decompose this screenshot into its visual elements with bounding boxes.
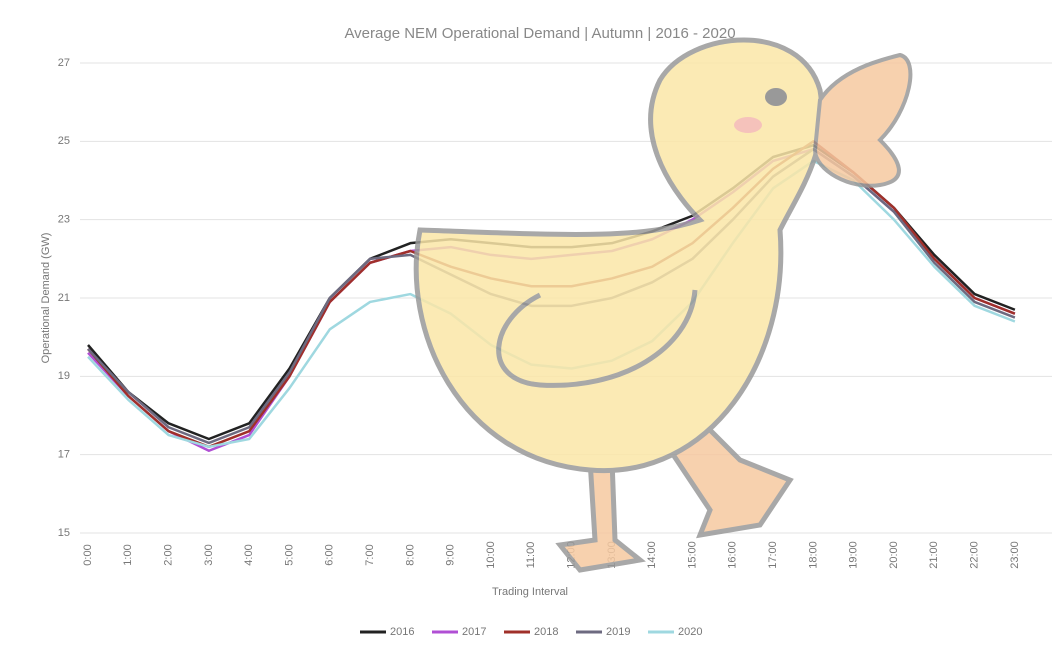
y-tick-label: 27 (58, 57, 70, 69)
x-tick-label: 19:00 (848, 541, 860, 569)
x-tick-label: 5:00 (283, 544, 295, 565)
y-axis-label: Operational Demand (GW) (40, 233, 52, 364)
y-tick-label: 19 (58, 370, 70, 382)
x-tick-label: 7:00 (364, 544, 376, 565)
legend-label: 2019 (606, 626, 630, 638)
duck-body (413, 37, 825, 474)
x-tick-label: 0:00 (82, 544, 94, 565)
y-tick-label: 25 (58, 135, 70, 147)
duck-illustration (413, 37, 913, 573)
duck-beak (812, 52, 913, 188)
x-tick-label: 10:00 (485, 541, 497, 569)
y-tick-label: 17 (58, 449, 70, 461)
x-tick-label: 23:00 (1009, 541, 1021, 569)
x-axis-label: Trading Interval (492, 586, 568, 598)
x-tick-label: 16:00 (727, 541, 739, 569)
x-tick-label: 1:00 (122, 544, 134, 565)
y-tick-label: 23 (58, 214, 70, 226)
x-tick-label: 9:00 (445, 544, 457, 565)
x-tick-label: 22:00 (969, 541, 981, 569)
legend-label: 2016 (390, 626, 414, 638)
duck-eye (765, 88, 787, 106)
x-tick-label: 8:00 (404, 544, 416, 565)
legend-label: 2018 (534, 626, 558, 638)
x-tick-label: 2:00 (163, 544, 175, 565)
chart-title: Average NEM Operational Demand | Autumn … (344, 25, 735, 42)
x-tick-label: 17:00 (767, 541, 779, 569)
x-tick-label: 18:00 (807, 541, 819, 569)
x-tick-label: 4:00 (243, 544, 255, 565)
duck-wing (496, 289, 698, 388)
x-tick-label: 11:00 (525, 542, 537, 569)
x-tick-label: 21:00 (928, 541, 940, 569)
x-tick-label: 6:00 (324, 544, 336, 565)
x-tick-label: 20:00 (888, 541, 900, 569)
x-tick-label: 3:00 (203, 544, 215, 565)
x-tick-label: 15:00 (686, 541, 698, 569)
y-tick-label: 21 (58, 292, 70, 304)
legend-label: 2017 (462, 626, 486, 638)
x-tick-label: 14:00 (646, 541, 658, 569)
duck-leg (555, 457, 646, 573)
duck-cheek (734, 117, 762, 133)
legend: 2016 2017 2018 2019 2020 (360, 626, 702, 638)
legend-label: 2020 (678, 626, 702, 638)
y-tick-label: 15 (58, 527, 70, 539)
